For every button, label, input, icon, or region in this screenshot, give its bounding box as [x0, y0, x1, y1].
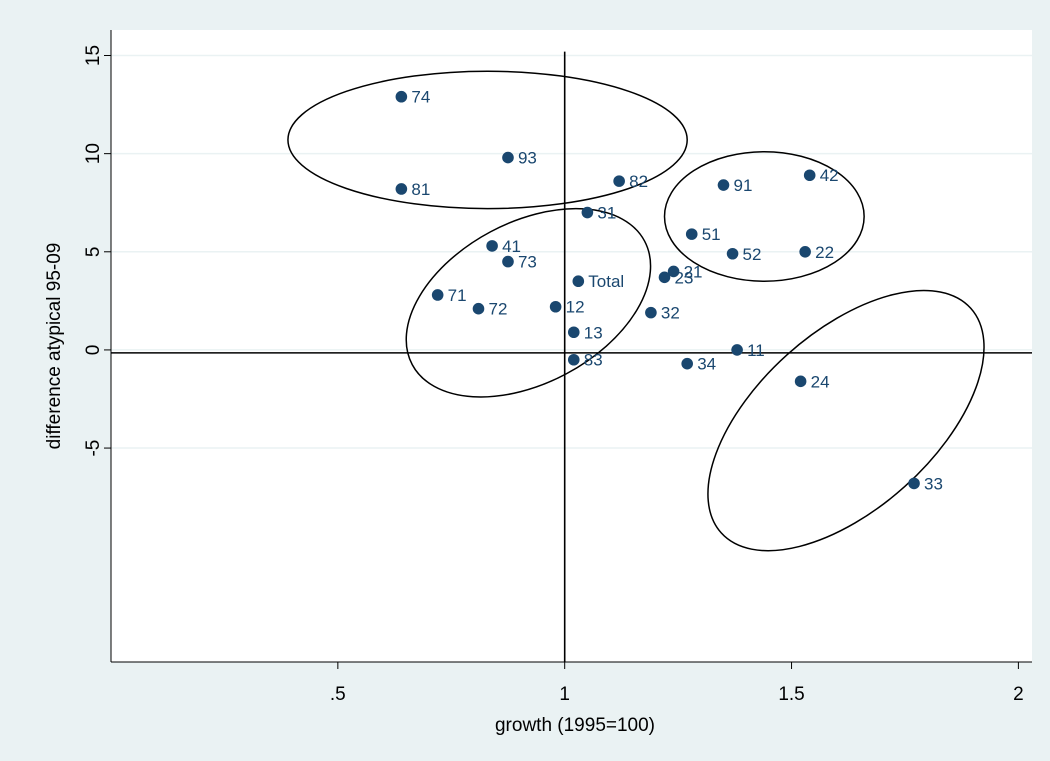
x-tick-label: 1: [559, 684, 570, 705]
point-label: 24: [811, 372, 830, 391]
scatter-point: [567, 326, 580, 339]
scatter-point: [431, 289, 444, 301]
point-label: 12: [566, 298, 585, 317]
cluster-ellipse: [405, 207, 652, 398]
scatter-point: [502, 255, 514, 268]
x-axis-title: growth (1995=100): [495, 715, 655, 736]
scatter-point: [472, 302, 485, 315]
point-label: 93: [518, 149, 537, 168]
point-label: 52: [743, 245, 762, 264]
x-tick-label: 1.5: [778, 684, 804, 705]
point-label: 23: [675, 268, 694, 287]
point-label: 11: [747, 341, 765, 360]
scatter-point: [681, 357, 693, 370]
point-label: 72: [488, 300, 507, 319]
scatter-point: [717, 179, 730, 191]
x-tick-label: .5: [330, 684, 346, 705]
cluster-ellipses: [287, 70, 985, 552]
point-label: 81: [411, 180, 430, 199]
scatter-point: [658, 271, 671, 284]
grid-lines: [111, 54, 1032, 449]
scatter-point: [731, 344, 743, 356]
scatter-point: [572, 275, 585, 288]
point-label: 34: [697, 355, 716, 374]
point-label: 74: [411, 88, 430, 107]
y-tick-label: -5: [83, 440, 104, 457]
point-label: 32: [661, 304, 680, 323]
scatter-point: [803, 169, 816, 182]
axes: [104, 30, 1032, 669]
point-label: 22: [815, 243, 834, 262]
scatter-point: [667, 265, 680, 278]
point-label: 42: [820, 166, 839, 185]
point-label: 51: [702, 225, 721, 244]
y-tick-label: 0: [83, 345, 104, 356]
scatter-point: [685, 228, 698, 240]
y-tick-label: 5: [83, 246, 104, 257]
scatter-point: [395, 183, 408, 195]
scatter-point: [549, 300, 562, 313]
point-label: 91: [733, 176, 752, 195]
scatter-point: [486, 240, 498, 252]
scatter-point: [567, 353, 580, 366]
x-tick-labels: .5 1 1.5 2: [330, 684, 1024, 705]
point-label: 41: [502, 237, 521, 256]
scatter-point: [799, 245, 811, 258]
point-label: 31: [597, 204, 616, 223]
point-label: 71: [448, 286, 467, 305]
scatter-point: [581, 206, 594, 219]
point-label: 33: [924, 474, 943, 493]
y-tick-labels: -5 0 5 10 15: [83, 45, 104, 457]
point-label: 13: [584, 323, 603, 342]
scatter-point: [908, 477, 920, 490]
point-label: 73: [518, 253, 537, 272]
point-label: 83: [584, 351, 603, 370]
scatter-point: [613, 175, 625, 187]
scatter-point: [726, 247, 739, 260]
cluster-ellipse: [663, 150, 865, 282]
scatter-point: [645, 306, 657, 319]
point-label: 21: [684, 262, 703, 281]
scatter-point: [502, 151, 514, 164]
cluster-ellipse: [707, 289, 985, 552]
x-tick-label: 2: [1013, 684, 1024, 705]
reference-lines: [111, 51, 1032, 662]
point-label: Total: [588, 272, 624, 291]
y-axis-title: difference atypical 95-09: [44, 243, 65, 450]
plot-background: [111, 30, 1032, 662]
point-label: 82: [629, 172, 648, 191]
y-tick-label: 10: [83, 143, 104, 164]
y-tick-label: 15: [83, 45, 104, 66]
scatter-point: [395, 90, 408, 103]
scatter-point: [794, 375, 807, 388]
cluster-ellipse: [287, 70, 688, 210]
